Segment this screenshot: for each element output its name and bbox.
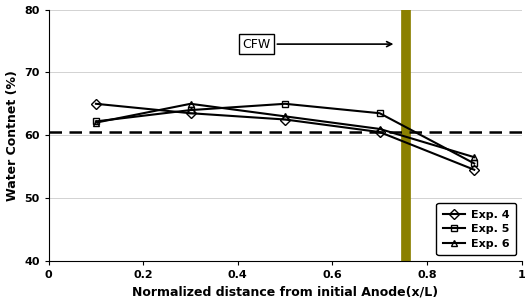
Exp. 5 xyxy=(187,108,194,112)
Exp. 4 xyxy=(376,130,383,134)
X-axis label: Normalized distance from initial Anode(x/L): Normalized distance from initial Anode(x… xyxy=(132,285,438,299)
Y-axis label: Water Contnet (%): Water Contnet (%) xyxy=(5,70,19,201)
Exp. 4 xyxy=(471,168,477,171)
Exp. 6 xyxy=(471,155,477,159)
Exp. 5 xyxy=(471,162,477,165)
Exp. 6 xyxy=(376,127,383,131)
Exp. 6 xyxy=(187,102,194,105)
Exp. 4 xyxy=(282,118,288,121)
Line: Exp. 4: Exp. 4 xyxy=(92,100,478,173)
Line: Exp. 6: Exp. 6 xyxy=(92,100,478,161)
Text: CFW: CFW xyxy=(243,38,391,50)
Exp. 4 xyxy=(187,111,194,115)
Exp. 5 xyxy=(376,111,383,115)
Exp. 4 xyxy=(93,102,99,105)
Exp. 6 xyxy=(282,115,288,118)
Line: Exp. 5: Exp. 5 xyxy=(92,100,478,167)
Exp. 5 xyxy=(282,102,288,105)
Exp. 6 xyxy=(93,121,99,124)
Exp. 5 xyxy=(93,119,99,123)
Legend: Exp. 4, Exp. 5, Exp. 6: Exp. 4, Exp. 5, Exp. 6 xyxy=(436,203,516,255)
